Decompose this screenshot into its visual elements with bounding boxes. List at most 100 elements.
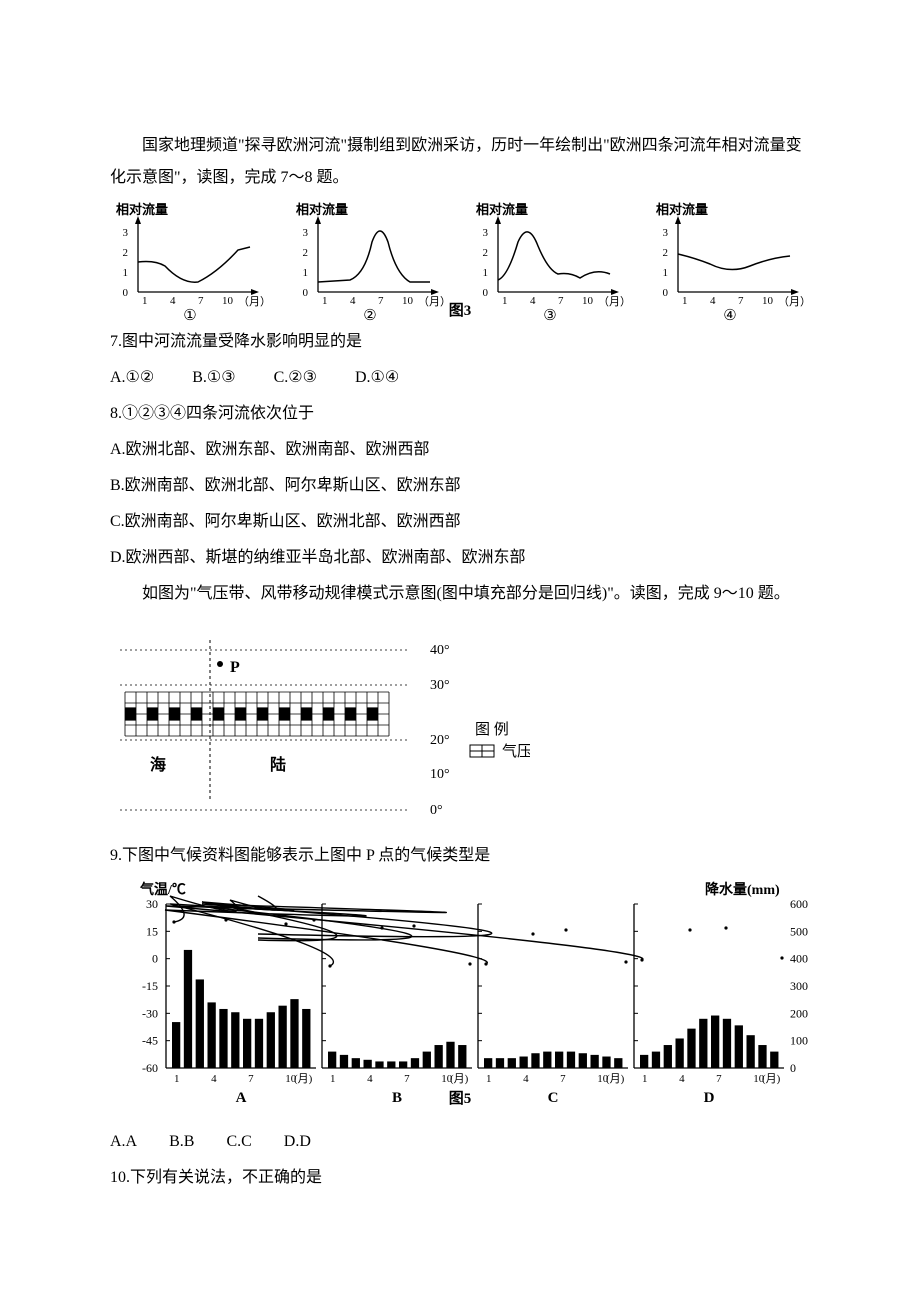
- svg-text:②: ②: [363, 308, 376, 322]
- svg-text:4: 4: [170, 295, 176, 307]
- svg-text:4: 4: [530, 295, 536, 307]
- svg-text:（月）: （月）: [778, 295, 810, 308]
- svg-text:7: 7: [558, 295, 564, 307]
- svg-text:1: 1: [303, 267, 309, 279]
- flow-line-2: [318, 231, 430, 282]
- q9-opt-c: C.C: [226, 1126, 251, 1158]
- svg-text:A: A: [236, 1090, 247, 1106]
- svg-text:（月）: （月）: [238, 295, 270, 308]
- q8-opt-a: A.欧洲北部、欧洲东部、欧洲南部、欧洲西部: [110, 434, 810, 466]
- svg-text:1: 1: [663, 267, 669, 279]
- svg-text:10: 10: [762, 295, 774, 307]
- svg-text:7: 7: [560, 1073, 566, 1085]
- q7-options: A.①② B.①③ C.②③ D.①④: [110, 362, 810, 394]
- svg-text:300: 300: [790, 979, 808, 993]
- svg-text:7: 7: [248, 1073, 254, 1085]
- svg-text:（月）: （月）: [598, 295, 630, 308]
- svg-text:1: 1: [330, 1073, 336, 1085]
- svg-text:600: 600: [790, 897, 808, 911]
- svg-text:7: 7: [378, 295, 384, 307]
- figure-5: 气温/℃ 降水量(mm) 30150-15-30-45-60 600500400…: [110, 880, 810, 1122]
- svg-text:-15: -15: [142, 979, 158, 993]
- svg-text:B: B: [392, 1090, 402, 1106]
- svg-text:4: 4: [523, 1073, 529, 1085]
- svg-text:气压带: 气压带: [502, 743, 530, 760]
- intro-paragraph-2: 如图为"气压带、风带移动规律模式示意图(图中填充部分是回归线)"。读图，完成 9…: [110, 578, 810, 610]
- svg-text:1: 1: [486, 1073, 492, 1085]
- svg-text:0: 0: [483, 287, 489, 299]
- q7-opt-b: B.①③: [192, 362, 235, 394]
- svg-text:0: 0: [303, 287, 309, 299]
- svg-text:4: 4: [367, 1073, 373, 1085]
- svg-text:1: 1: [322, 295, 328, 307]
- svg-text:15: 15: [146, 924, 158, 938]
- svg-text:0: 0: [663, 287, 669, 299]
- svg-text:降水量(mm): 降水量(mm): [705, 881, 780, 898]
- svg-text:3: 3: [483, 227, 489, 239]
- svg-text:30°: 30°: [430, 678, 450, 693]
- q8-opt-d: D.欧洲西部、斯堪的纳维亚半岛北部、欧洲南部、欧洲东部: [110, 542, 810, 574]
- svg-text:(月): (月): [762, 1073, 781, 1085]
- svg-text:①: ①: [183, 308, 196, 322]
- svg-text:陆: 陆: [270, 755, 286, 774]
- q8-opt-b: B.欧洲南部、欧洲北部、阿尔卑斯山区、欧洲东部: [110, 470, 810, 502]
- flow-line-3: [498, 232, 610, 280]
- svg-text:10°: 10°: [430, 767, 450, 782]
- svg-text:3: 3: [663, 227, 669, 239]
- svg-text:1: 1: [642, 1073, 648, 1085]
- q7-opt-c: C.②③: [274, 362, 317, 394]
- svg-text:2: 2: [303, 247, 309, 259]
- svg-text:C: C: [548, 1090, 559, 1106]
- chart-1: 相对流量 0 1 2 3 1 4 7 10 （月） ①: [110, 202, 270, 322]
- q9-stem: 9.下图中气候资料图能够表示上图中 P 点的气候类型是: [110, 840, 810, 872]
- chart-2: 相对流量 0 1 2 3 1 4 7 10 （月） ②: [290, 202, 450, 322]
- svg-text:7: 7: [198, 295, 204, 307]
- svg-text:相对流量: 相对流量: [296, 202, 348, 217]
- svg-text:1: 1: [483, 267, 489, 279]
- svg-text:-45: -45: [142, 1034, 158, 1048]
- figure-3: 相对流量 0 1 2 3 1 4 7 10 （月） ① 相对流量 0 1: [110, 202, 810, 322]
- svg-text:4: 4: [350, 295, 356, 307]
- svg-text:500: 500: [790, 924, 808, 938]
- svg-text:3: 3: [303, 227, 309, 239]
- svg-text:7: 7: [738, 295, 744, 307]
- flow-line-4: [678, 254, 790, 270]
- svg-text:④: ④: [723, 308, 736, 322]
- svg-text:P: P: [230, 659, 240, 676]
- y-axis-label: 相对流量: [116, 202, 168, 217]
- svg-text:1: 1: [174, 1073, 180, 1085]
- svg-text:0: 0: [123, 287, 129, 299]
- q10-stem: 10.下列有关说法，不正确的是: [110, 1162, 810, 1194]
- svg-text:10: 10: [222, 295, 234, 307]
- svg-text:3: 3: [123, 227, 129, 239]
- p-point-icon: [217, 661, 223, 667]
- svg-text:1: 1: [502, 295, 508, 307]
- q9-opt-a: A.A: [110, 1126, 137, 1158]
- intro-paragraph-1: 国家地理频道"探寻欧洲河流"摄制组到欧洲采访，历时一年绘制出"欧洲四条河流年相对…: [110, 130, 810, 194]
- svg-text:30: 30: [146, 897, 158, 911]
- flow-line-1: [138, 247, 250, 282]
- svg-text:4: 4: [211, 1073, 217, 1085]
- svg-text:-60: -60: [142, 1061, 158, 1075]
- q7-opt-d: D.①④: [355, 362, 399, 394]
- pressure-belt: [125, 692, 389, 736]
- figure-3-caption: 图3: [449, 296, 472, 326]
- svg-text:100: 100: [790, 1034, 808, 1048]
- svg-text:20°: 20°: [430, 733, 450, 748]
- svg-text:7: 7: [404, 1073, 410, 1085]
- svg-text:2: 2: [483, 247, 489, 259]
- q9-opt-b: B.B: [169, 1126, 194, 1158]
- svg-text:200: 200: [790, 1006, 808, 1020]
- svg-text:1: 1: [142, 295, 148, 307]
- svg-text:(月): (月): [294, 1073, 313, 1085]
- svg-text:气温/℃: 气温/℃: [139, 881, 186, 898]
- svg-text:0: 0: [790, 1061, 796, 1075]
- q8-stem: 8.①②③④四条河流依次位于: [110, 398, 810, 430]
- svg-text:(月): (月): [606, 1073, 625, 1085]
- svg-text:图 例: 图 例: [475, 721, 509, 738]
- svg-text:0°: 0°: [430, 803, 443, 818]
- svg-text:相对流量: 相对流量: [476, 202, 528, 217]
- q8-opt-c: C.欧洲南部、阿尔卑斯山区、欧洲北部、欧洲西部: [110, 506, 810, 538]
- svg-text:③: ③: [543, 308, 556, 322]
- svg-text:1: 1: [682, 295, 688, 307]
